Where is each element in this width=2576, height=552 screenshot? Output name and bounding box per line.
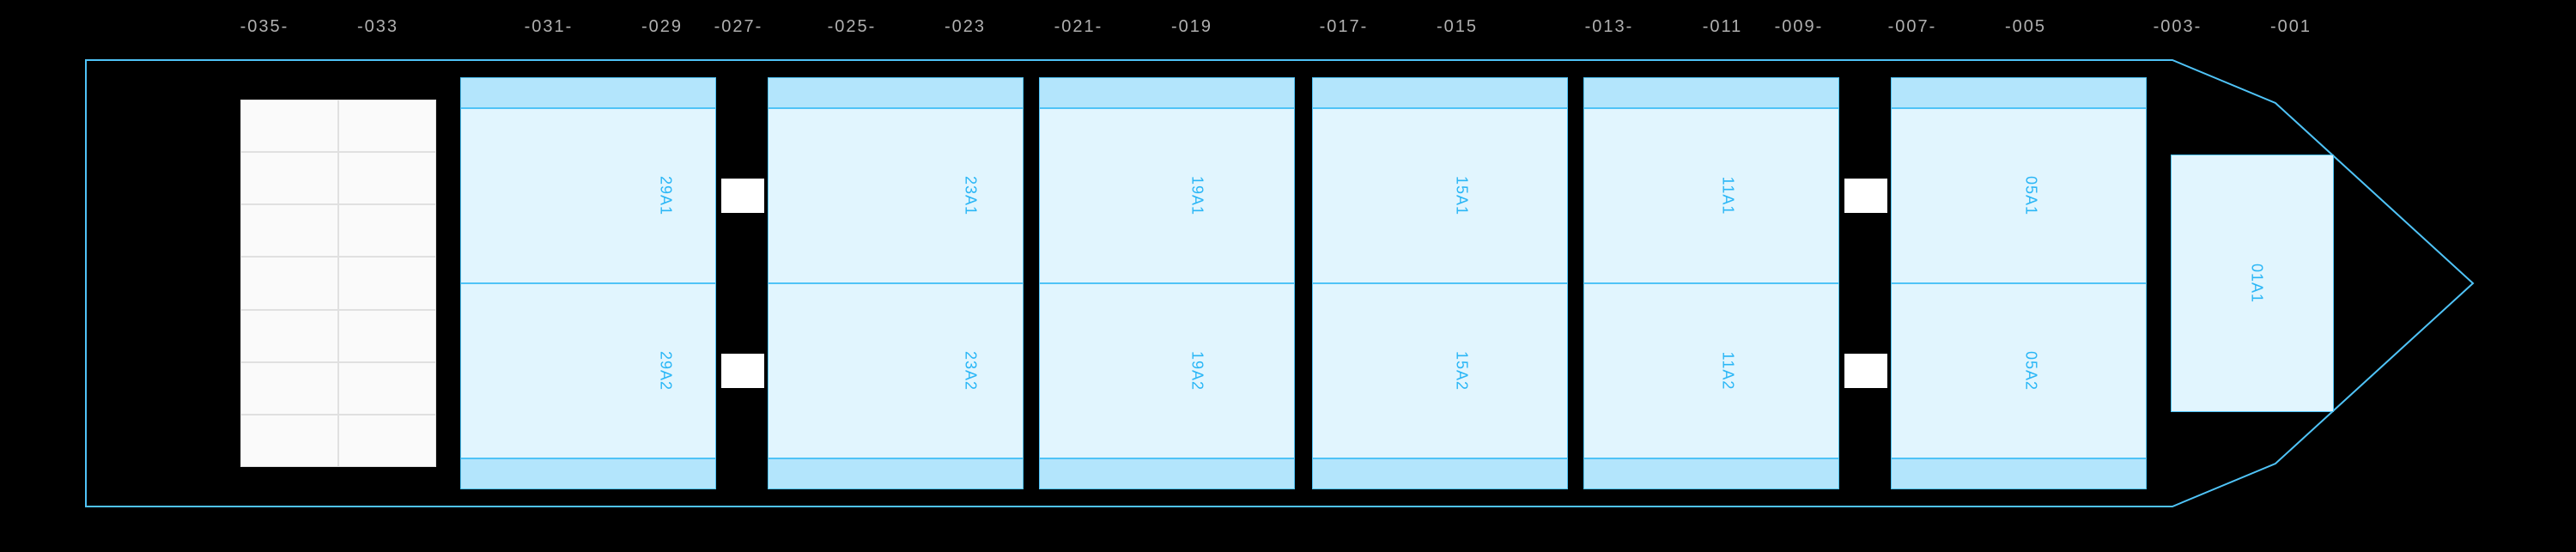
accommodation-cell [240, 100, 338, 152]
bay-label: 11A1 [1719, 177, 1737, 215]
bay-label: 29A1 [657, 176, 675, 215]
hatch-cover [1312, 77, 1568, 108]
accommodation-cell [338, 310, 436, 362]
hatch-cover [1039, 77, 1295, 108]
accommodation-cell [240, 362, 338, 415]
accommodation-cell [338, 415, 436, 467]
accommodation-cell [240, 204, 338, 257]
bay-label: 11A2 [1719, 352, 1737, 391]
cargo-hold [768, 283, 1024, 458]
cargo-hold [768, 108, 1024, 283]
cargo-hold [1891, 283, 2147, 458]
bay-label: 01A1 [2248, 264, 2266, 303]
hatch-cover [1891, 458, 2147, 489]
cargo-hold [460, 283, 716, 458]
accommodation-cell [338, 257, 436, 309]
accommodation-cell [338, 152, 436, 204]
bay-label: 19A2 [1188, 351, 1206, 391]
bay-label: 15A1 [1453, 176, 1471, 215]
cargo-hold [1039, 283, 1295, 458]
cargo-hold [1583, 283, 1839, 458]
accommodation-cell [338, 100, 436, 152]
cargo-hold [1039, 108, 1295, 283]
cargo-hold [460, 108, 716, 283]
cargo-hold [1312, 283, 1568, 458]
transverse-passage [1844, 354, 1887, 388]
accommodation-cell [240, 310, 338, 362]
bay-label: 23A2 [962, 351, 980, 391]
cargo-hold [1583, 108, 1839, 283]
transverse-passage [1844, 179, 1887, 213]
hatch-cover [1312, 458, 1568, 489]
bay-label: 29A2 [657, 351, 675, 391]
cargo-hold [1312, 108, 1568, 283]
hatch-cover [1583, 458, 1839, 489]
bay-label: 23A1 [962, 176, 980, 215]
bay-label: 05A1 [2022, 176, 2040, 215]
hatch-cover [460, 458, 716, 489]
hatch-cover [768, 77, 1024, 108]
accommodation-cell [240, 415, 338, 467]
transverse-passage [721, 354, 764, 388]
accommodation-cell [240, 257, 338, 309]
hatch-cover [460, 77, 716, 108]
hatch-cover [1583, 77, 1839, 108]
bay-label: 19A1 [1188, 176, 1206, 215]
hatch-cover [768, 458, 1024, 489]
bay-label: 05A2 [2022, 351, 2040, 391]
ship-plan-stage: -035--033-031--029-027--025--023-021--01… [0, 0, 2576, 552]
accommodation-cell [338, 362, 436, 415]
accommodation-cell [338, 204, 436, 257]
hatch-cover [1039, 458, 1295, 489]
cargo-hold [1891, 108, 2147, 283]
hatch-cover [1891, 77, 2147, 108]
transverse-passage [721, 179, 764, 213]
bay-label: 15A2 [1453, 351, 1471, 391]
accommodation-cell [240, 152, 338, 204]
accommodation-block [240, 100, 436, 467]
